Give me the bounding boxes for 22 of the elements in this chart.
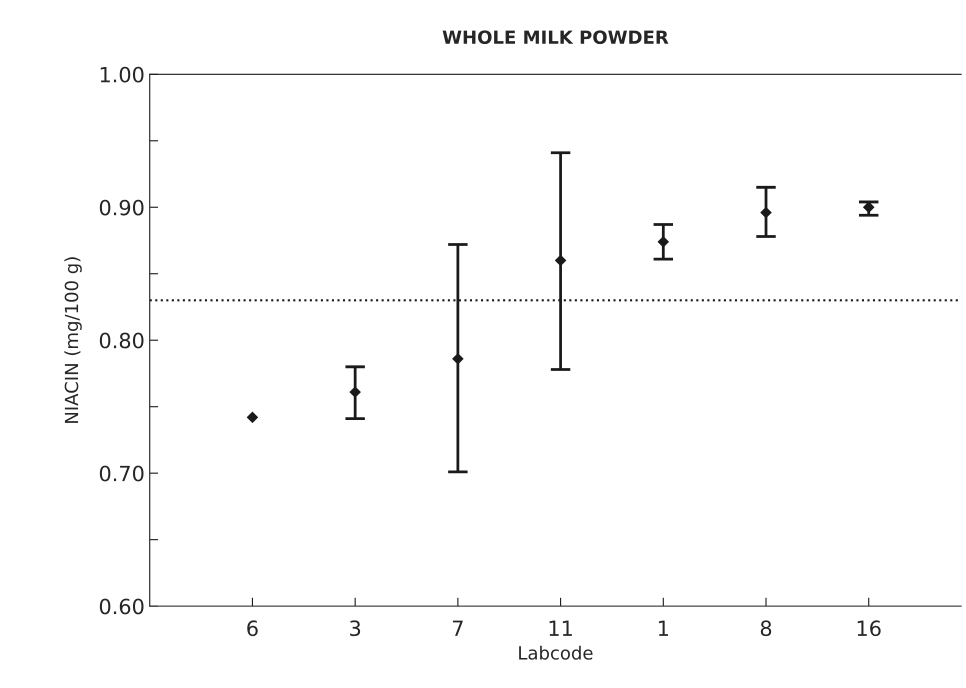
x-tick-label: 1: [658, 620, 668, 636]
y-tick-label: 0.70: [100, 466, 144, 482]
point: [863, 202, 874, 213]
point: [452, 353, 464, 365]
x-tick-label: 8: [760, 620, 772, 636]
x-axis-title: Labcode: [519, 646, 593, 660]
y-tick-label: 0.80: [100, 332, 144, 348]
point: [760, 206, 772, 218]
x-tick-label: 6: [247, 620, 258, 636]
x-tick-label: 11: [550, 620, 572, 636]
point: [349, 386, 361, 398]
y-axis-title: NIACIN (mg/100 g): [64, 257, 82, 423]
y-tick-label: 0.60: [100, 598, 144, 614]
y-tick-label: 0.90: [100, 200, 144, 216]
x-tick-label: 16: [858, 620, 881, 636]
point: [554, 254, 566, 266]
chart-title: WHOLE MILK POWDER: [442, 30, 668, 44]
point: [246, 412, 258, 424]
point: [658, 236, 669, 248]
x-tick-label: 7: [452, 620, 463, 636]
y-tick-label: 1.00: [100, 66, 144, 83]
x-tick-label: 3: [350, 620, 360, 636]
